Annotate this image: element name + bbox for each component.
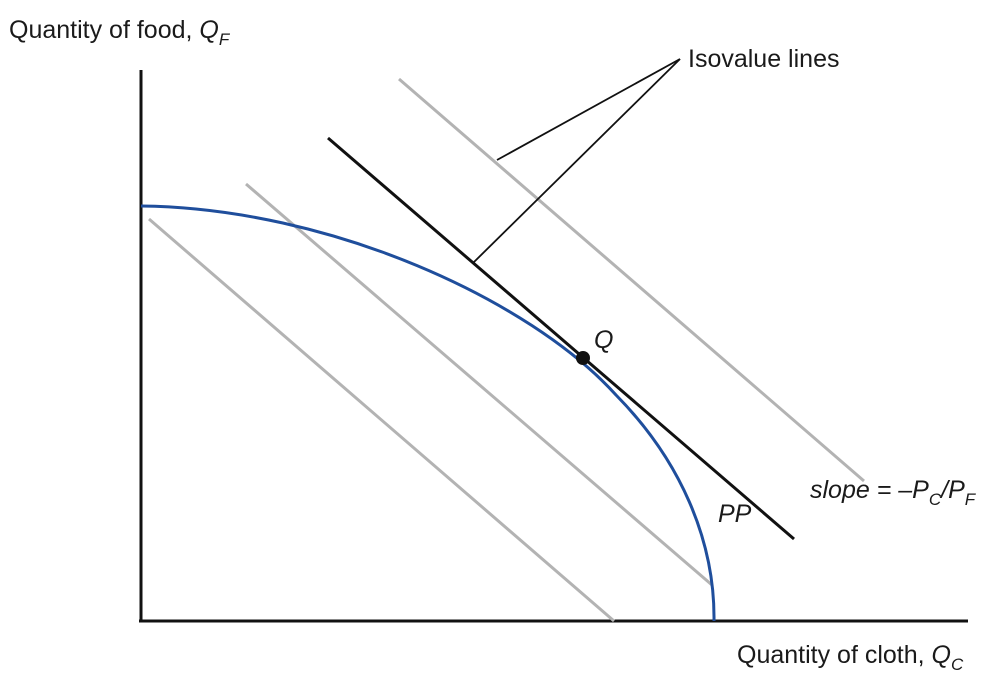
pointer-line-lower: [473, 58, 681, 263]
point-q-label: Q: [594, 326, 613, 354]
y-axis-label: Quantity of food, QF: [9, 16, 231, 49]
tangency-point-marker: [576, 351, 590, 365]
isovalue-line-1: [148, 217, 615, 623]
isovalue-lines-label: Isovalue lines: [688, 45, 839, 73]
isovalue-line-3: [398, 77, 865, 483]
production-possibility-frontier: [140, 204, 716, 622]
pointer-line-upper: [496, 58, 681, 161]
ppf-label: PP: [718, 500, 752, 528]
isovalue-line-2: [245, 182, 713, 587]
tangent-isovalue-line: [327, 136, 795, 541]
slope-label: slope = –PC/PF: [810, 476, 977, 509]
x-axis-label: Quantity of cloth, QC: [737, 641, 964, 674]
